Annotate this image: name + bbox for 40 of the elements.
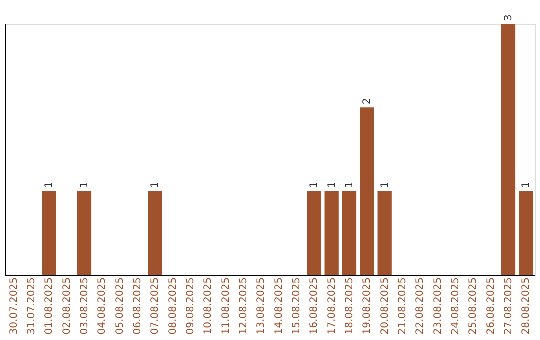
x-tick-label: 16.08.2025 [309, 278, 320, 335]
data-label: 1 [344, 182, 356, 188]
x-tick-label: 30.07.2025 [8, 278, 20, 335]
x-tick-label: 18.08.2025 [344, 278, 356, 335]
x-tick-label: 17.08.2025 [326, 278, 338, 335]
x-tick-label: 19.08.2025 [362, 278, 374, 335]
x-tick-label: 21.08.2025 [398, 278, 408, 335]
x-tick-label: 31.07.2025 [26, 278, 38, 335]
data-label: 3 [504, 14, 514, 21]
x-tick-label: 22.08.2025 [415, 278, 426, 335]
x-tick-label: 13.08.2025 [256, 278, 268, 335]
data-label: 1 [80, 182, 90, 188]
x-tick-label: 20.08.2025 [380, 278, 391, 335]
x-tick-label: 05.08.2025 [114, 278, 126, 335]
data-label: 1 [326, 182, 338, 188]
x-tick-label: 07.08.2025 [150, 278, 162, 335]
x-tick-label: 08.08.2025 [168, 278, 179, 335]
data-label: 2 [362, 98, 374, 105]
x-tick-label: 01.08.2025 [44, 278, 56, 335]
x-tick-label: 23.08.2025 [432, 278, 444, 335]
x-tick-label: 03.08.2025 [80, 278, 90, 335]
x-tick-label: 24.08.2025 [450, 278, 462, 335]
data-label: 1 [380, 182, 391, 188]
x-tick-label: 15.08.2025 [292, 278, 302, 335]
data-label: 1 [309, 182, 320, 188]
x-tick-label: 02.08.2025 [62, 278, 73, 335]
x-tick-label: 10.08.2025 [203, 278, 214, 335]
x-tick-label: 12.08.2025 [238, 278, 250, 335]
x-tick-label: 25.08.2025 [468, 278, 480, 335]
x-tick-label: 06.08.2025 [132, 278, 144, 335]
data-label: 1 [150, 182, 162, 188]
x-tick-label: 28.08.2025 [521, 278, 532, 335]
x-tick-label: 09.08.2025 [186, 278, 196, 335]
x-tick-label: 04.08.2025 [97, 278, 108, 335]
x-tick-label: 11.08.2025 [220, 278, 232, 335]
x-tick-label: 14.08.2025 [274, 278, 285, 335]
x-tick-label: 26.08.2025 [486, 278, 497, 335]
x-tick-label: 27.08.2025 [504, 278, 514, 335]
data-label: 1 [521, 182, 532, 188]
data-label: 1 [44, 182, 56, 188]
